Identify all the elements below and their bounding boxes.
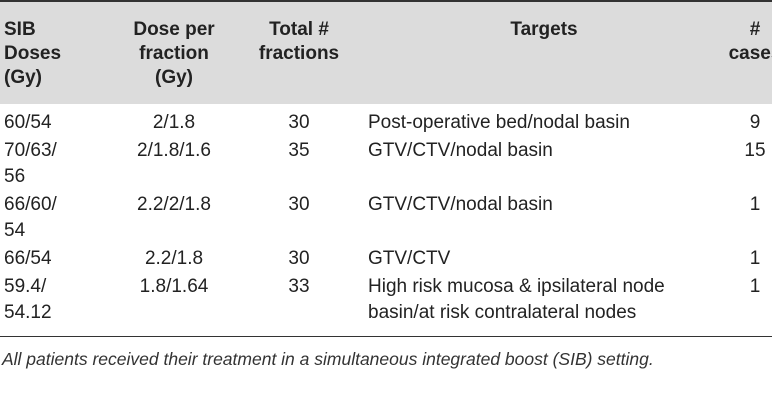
cell-targets: Post-operative bed/nodal basin [354, 104, 720, 138]
cell-total-fractions: 30 [288, 248, 310, 269]
cell-dose-per-fraction: 2/1.8 [152, 112, 196, 133]
header-line: # [749, 19, 761, 40]
cell-total-fractions: 30 [288, 194, 310, 215]
header-targets: Targets [354, 1, 720, 104]
cell-sib-doses: 66/54 [0, 246, 104, 274]
table-footnote: All patients received their treatment in… [2, 349, 654, 369]
cell-line: 59.4/ [4, 276, 47, 297]
cell-dose-per-fraction: 2/1.8/1.6 [137, 140, 211, 161]
cell-sib-doses: 66/60/ 54 [0, 192, 104, 246]
cell-cases: 1 [749, 276, 761, 297]
header-line: Targets [510, 19, 578, 40]
header-sib-doses: SIB Doses (Gy) [0, 1, 104, 104]
cell-total-fractions: 35 [288, 140, 310, 161]
header-line: (Gy) [155, 67, 193, 88]
table-body: 60/54 2/1.8 30 Post-operative bed/nodal … [0, 104, 772, 337]
table-row: 66/60/ 54 2.2/2/1.8 30 GTV/CTV/nodal bas… [0, 192, 772, 246]
cell-dose-per-fraction: 2.2/1.8 [144, 248, 204, 269]
cell-cases: 9 [749, 112, 761, 133]
table-row: 60/54 2/1.8 30 Post-operative bed/nodal … [0, 104, 772, 138]
cell-sib-doses: 59.4/ 54.12 [0, 274, 104, 337]
cell-dose-per-fraction: 2.2/2/1.8 [137, 194, 211, 215]
header-row: SIB Doses (Gy) Dose per fraction (Gy) To… [0, 1, 772, 104]
header-line: Doses [4, 43, 62, 64]
cell-line: 54 [4, 220, 26, 241]
cell-line: 66/60/ [4, 194, 57, 215]
cell-line: 60/54 [4, 112, 52, 133]
header-line: (Gy) [4, 67, 42, 88]
cell-line: 66/54 [4, 248, 52, 269]
table-row: 70/63/ 56 2/1.8/1.6 35 GTV/CTV/nodal bas… [0, 138, 772, 192]
cell-cases: 1 [749, 248, 761, 269]
cell-targets: GTV/CTV/nodal basin [354, 138, 720, 192]
cell-dose-per-fraction: 1.8/1.64 [139, 276, 209, 297]
header-cases: # cases [720, 1, 772, 104]
cell-total-fractions: 33 [288, 276, 310, 297]
cell-line: Post-operative bed/nodal basin [368, 112, 630, 133]
treatment-table-container: SIB Doses (Gy) Dose per fraction (Gy) To… [0, 1, 772, 369]
cell-targets: GTV/CTV [354, 246, 720, 274]
cell-line: High risk mucosa & ipsilateral node [368, 276, 665, 297]
cell-line: GTV/CTV/nodal basin [368, 140, 553, 161]
cell-targets: High risk mucosa & ipsilateral node basi… [354, 274, 720, 337]
cell-targets: GTV/CTV/nodal basin [354, 192, 720, 246]
header-line: cases [728, 43, 772, 64]
header-dose-per-fraction: Dose per fraction (Gy) [104, 1, 244, 104]
cell-line: GTV/CTV [368, 248, 451, 269]
cell-line: 56 [4, 166, 26, 187]
cell-total-fractions: 30 [288, 112, 310, 133]
cell-cases: 15 [744, 140, 766, 161]
cell-line: 70/63/ [4, 140, 57, 161]
header-line: Total # [269, 19, 329, 40]
cell-line: 54.12 [4, 302, 52, 323]
header-line: Dose per [133, 19, 215, 40]
cell-cases: 1 [749, 194, 761, 215]
header-line: SIB [4, 19, 36, 40]
header-line: fraction [139, 43, 209, 64]
header-line: fractions [258, 43, 340, 64]
table-row: 59.4/ 54.12 1.8/1.64 33 High risk mucosa… [0, 274, 772, 337]
table-row: 66/54 2.2/1.8 30 GTV/CTV 1 [0, 246, 772, 274]
cell-sib-doses: 60/54 [0, 104, 104, 138]
cell-line: GTV/CTV/nodal basin [368, 194, 553, 215]
header-total-fractions: Total # fractions [244, 1, 354, 104]
table-header: SIB Doses (Gy) Dose per fraction (Gy) To… [0, 1, 772, 104]
cell-line: basin/at risk contralateral nodes [368, 302, 637, 323]
treatment-table: SIB Doses (Gy) Dose per fraction (Gy) To… [0, 1, 772, 337]
cell-sib-doses: 70/63/ 56 [0, 138, 104, 192]
